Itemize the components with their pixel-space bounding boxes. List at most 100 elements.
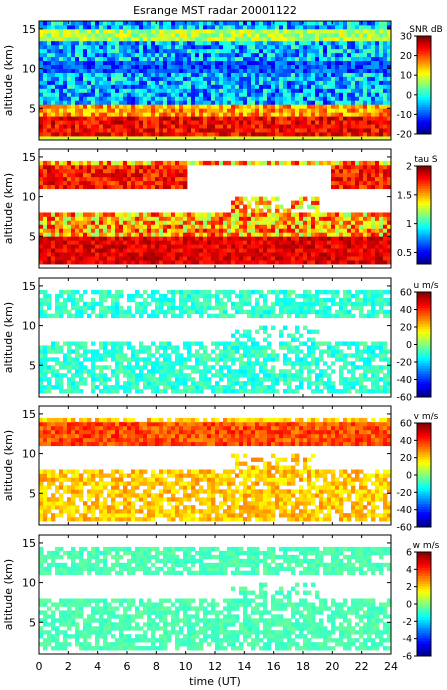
heatmap-cell (71, 293, 76, 299)
heatmap-cell (239, 60, 244, 66)
heatmap-cell (327, 44, 332, 50)
heatmap-cell (143, 128, 148, 133)
heatmap-cell (187, 305, 192, 311)
heatmap-cell (43, 236, 48, 241)
heatmap-cell (243, 232, 248, 237)
heatmap-cell (327, 160, 332, 166)
heatmap-cell (99, 28, 104, 34)
heatmap-cell (151, 36, 156, 42)
heatmap-cell (171, 180, 176, 186)
heatmap-cell (379, 168, 384, 174)
heatmap-cell (191, 232, 196, 237)
heatmap-cell (215, 116, 220, 121)
heatmap-cell (95, 124, 100, 129)
heatmap-cell (139, 345, 144, 350)
heatmap-cell (63, 68, 68, 73)
heatmap-cell (87, 160, 92, 166)
heatmap-cell (203, 36, 208, 42)
heatmap-cell (55, 72, 60, 77)
heatmap-cell (239, 108, 244, 113)
heatmap-cell (147, 369, 152, 374)
heatmap-cell (115, 232, 120, 237)
heatmap-cell (239, 40, 244, 46)
heatmap-cell (151, 164, 156, 170)
heatmap-cell (171, 76, 176, 81)
heatmap-cell (387, 136, 392, 141)
heatmap-cell (95, 48, 100, 54)
heatmap-cell (291, 104, 296, 109)
heatmap-cell (283, 36, 288, 42)
heatmap-cell (223, 220, 228, 225)
heatmap-cell (95, 240, 100, 245)
heatmap-cell (143, 377, 148, 382)
heatmap-cell (91, 240, 96, 245)
heatmap-cell (279, 64, 284, 69)
heatmap-cell (335, 252, 340, 257)
heatmap-cell (231, 76, 236, 81)
heatmap-cell (343, 180, 348, 186)
heatmap-cell (299, 216, 304, 221)
heatmap-cell (295, 36, 300, 42)
heatmap-cell (263, 92, 268, 97)
heatmap-cell (359, 68, 364, 73)
heatmap-cell (115, 172, 120, 178)
heatmap-cell (67, 313, 72, 319)
heatmap-cell (135, 104, 140, 109)
heatmap-cell (187, 309, 192, 315)
heatmap-cell (151, 44, 156, 50)
heatmap-cell (39, 52, 44, 58)
heatmap-cell (39, 228, 44, 233)
heatmap-cell (167, 361, 172, 366)
heatmap-cell (355, 136, 360, 141)
heatmap-cell (139, 60, 144, 66)
heatmap-cell (335, 164, 340, 170)
heatmap-cell (239, 224, 244, 229)
heatmap-cell (43, 244, 48, 249)
heatmap-cell (291, 244, 296, 249)
heatmap-cell (115, 212, 120, 217)
heatmap-cell (127, 52, 132, 58)
heatmap-cell (139, 100, 144, 105)
heatmap-cell (183, 224, 188, 229)
heatmap-cell (83, 32, 88, 38)
heatmap-cell (371, 236, 376, 241)
heatmap-cell (115, 184, 120, 190)
heatmap-cell (207, 216, 212, 221)
heatmap-cell (195, 56, 200, 62)
heatmap-cell (47, 21, 52, 26)
heatmap-cell (39, 216, 44, 221)
heatmap-cell (119, 24, 124, 30)
heatmap-cell (95, 32, 100, 38)
heatmap-cell (171, 301, 176, 307)
heatmap-cell (311, 76, 316, 81)
heatmap-cell (235, 200, 240, 205)
heatmap-cell (335, 244, 340, 249)
heatmap-cell (363, 224, 368, 229)
heatmap-cell (383, 252, 388, 257)
heatmap-cell (43, 84, 48, 89)
heatmap-cell (159, 164, 164, 170)
heatmap-cell (99, 341, 104, 346)
heatmap-cell (339, 164, 344, 170)
heatmap-cell (151, 168, 156, 174)
heatmap-cell (335, 48, 340, 54)
heatmap-cell (243, 216, 248, 221)
heatmap-cell (59, 21, 64, 26)
heatmap-cell (91, 256, 96, 261)
heatmap-cell (163, 353, 168, 358)
heatmap-cell (363, 24, 368, 30)
heatmap-cell (371, 244, 376, 249)
heatmap-cell (295, 124, 300, 129)
heatmap-cell (375, 28, 380, 34)
heatmap-cell (367, 56, 372, 62)
heatmap-cell (103, 116, 108, 121)
heatmap-cell (179, 180, 184, 186)
heatmap-cell (143, 385, 148, 390)
heatmap-cell (247, 212, 252, 217)
heatmap-cell (71, 357, 76, 362)
heatmap-cell (199, 224, 204, 229)
heatmap-cell (123, 385, 128, 390)
heatmap-cell (99, 21, 104, 26)
heatmap-cell (387, 68, 392, 73)
heatmap-cell (195, 116, 200, 121)
